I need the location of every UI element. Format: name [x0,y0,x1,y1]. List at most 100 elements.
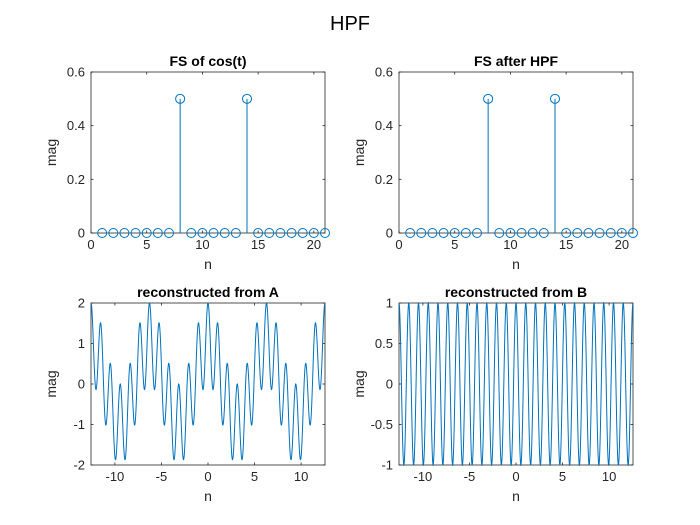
y-tick-label: 0.4 [67,118,85,133]
y-tick-label: 0.2 [67,172,85,187]
y-tick-label: -1 [381,458,393,473]
stem-marker [550,93,560,104]
stem-marker [186,228,197,238]
stem-marker [572,228,583,238]
y-tick-label: 1 [78,336,85,351]
stem-marker [483,93,494,104]
stem-marker [230,228,241,238]
y-tick-label: 0.5 [375,336,393,351]
stem-marker [242,93,252,104]
axes-box [90,71,326,234]
stem-marker [130,228,141,238]
x-tick-label: 5 [451,237,458,252]
stem-marker [605,228,616,238]
stem-marker [208,228,219,238]
y-tick-label: 0.4 [375,118,393,133]
stem-marker [427,228,438,238]
y-tick-label: 1 [386,296,393,311]
x-axis-label: n [512,256,520,272]
y-tick-label: 0 [78,226,85,241]
stem-marker [505,228,516,238]
x-tick-label: 0 [395,237,402,252]
x-tick-label: 10 [294,469,308,484]
x-tick-label: 5 [143,237,150,252]
series-line [399,302,633,466]
stem-marker [175,93,186,104]
stem-marker [108,228,119,238]
stem-marker [275,228,286,238]
y-axis-label: mag [351,139,367,166]
figure-title: HPF [330,13,370,35]
stem-marker [264,228,275,238]
x-tick-label: 5 [251,469,258,484]
stem-marker [460,228,471,238]
stem-marker [616,228,627,238]
y-tick-label: 0.6 [375,65,393,80]
y-tick-label: 0 [78,377,85,392]
y-tick-label: 2 [78,296,85,311]
subplot-1: 0 5 10 15 20 0 0.2 0.4 0.6 FS of cos(t) n mag [43,53,330,272]
stem-marker [286,228,297,238]
y-axis-label: mag [351,370,367,397]
y-tick-label: 0.2 [375,172,393,187]
y-axis-label: mag [43,139,59,166]
x-tick-label: 20 [307,237,321,252]
subplot-title: reconstructed from B [445,284,587,300]
x-tick-label: -10 [105,469,124,484]
stem-marker [416,228,427,238]
stem-marker [516,228,527,238]
stem-marker [438,228,449,238]
stem-marker [628,228,638,238]
stem-marker [494,228,505,238]
subplot-title: reconstructed from A [137,284,279,300]
y-tick-label: -1 [73,417,85,432]
x-axis-label: n [204,256,212,272]
stem-marker [527,228,538,238]
y-tick-label: 0.6 [67,65,85,80]
x-tick-label: -5 [464,469,476,484]
stem-marker [219,228,230,238]
x-tick-label: 0 [512,469,519,484]
subplot-title: FS after HPF [474,53,558,69]
stem-marker [320,228,330,238]
stem-marker [152,228,163,238]
stem-marker [119,228,130,238]
x-tick-label: 0 [204,469,211,484]
y-tick-label: -2 [73,458,85,473]
stem-marker [197,228,208,238]
stem-marker [253,228,264,238]
stem-marker [538,228,549,238]
x-axis-label: n [512,488,520,504]
stem-marker [297,228,308,238]
x-tick-label: 10 [602,469,616,484]
y-axis-label: mag [43,370,59,397]
x-tick-label: 10 [503,237,517,252]
axes-box [398,71,634,234]
stem-marker [449,228,460,238]
x-tick-label: 10 [195,237,209,252]
stem-marker [561,228,572,238]
x-tick-label: 20 [615,237,629,252]
x-axis-label: n [204,488,212,504]
stem-marker [405,228,416,238]
stem-marker [583,228,594,238]
stem-marker [97,228,108,238]
x-tick-label: -10 [413,469,432,484]
stem-marker [594,228,605,238]
stem-marker [308,228,319,238]
series-line [91,302,325,461]
x-tick-label: -5 [156,469,168,484]
y-tick-label: 0 [386,226,393,241]
subplot-2: 0 5 10 15 20 0 0.2 0.4 0.6 FS after HPF n mag [351,53,638,272]
stem-marker [141,228,152,238]
y-tick-label: 0 [386,377,393,392]
x-tick-label: 0 [87,237,94,252]
subplot-title: FS of cos(t) [170,53,247,69]
y-tick-label: -0.5 [371,417,393,432]
stem-marker [164,228,174,238]
x-tick-label: 15 [559,237,573,252]
x-tick-label: 5 [559,469,566,484]
stem-marker [472,228,482,238]
